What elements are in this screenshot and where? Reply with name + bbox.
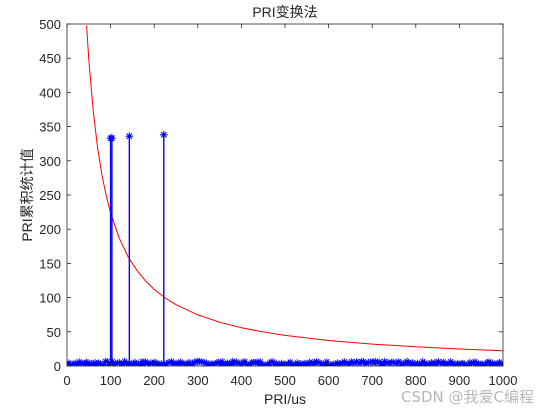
chart-title: PRI变换法: [252, 4, 317, 20]
x-tick-label: 400: [231, 373, 253, 388]
y-tick-label: 200: [39, 222, 61, 237]
x-tick-label: 300: [187, 373, 209, 388]
threshold-curve: [86, 25, 503, 352]
y-tick-label: 50: [47, 325, 61, 340]
x-axis-label: PRI/us: [264, 391, 306, 407]
peak-marker: [159, 131, 168, 139]
y-tick-label: 0: [54, 359, 61, 374]
x-tick-label: 900: [449, 373, 471, 388]
plot-area: [67, 24, 503, 366]
y-tick-label: 350: [39, 120, 61, 135]
y-tick-label: 100: [39, 291, 61, 306]
x-tick-label: 800: [405, 373, 427, 388]
y-tick-label: 250: [39, 188, 61, 203]
x-tick-label: 100: [100, 373, 122, 388]
y-tick-label: 400: [39, 85, 61, 100]
x-tick-label: 700: [361, 373, 383, 388]
x-tick-label: 600: [318, 373, 340, 388]
x-tick-label: 1000: [489, 373, 518, 388]
y-tick-label: 150: [39, 256, 61, 271]
peak-marker: [108, 134, 116, 143]
spectrum-markers: [67, 357, 503, 366]
peak-marker: [125, 132, 134, 140]
y-tick-label: 500: [39, 17, 61, 32]
y-tick-label: 450: [39, 51, 61, 66]
y-tick-label: 300: [39, 154, 61, 169]
x-tick-label: 200: [143, 373, 165, 388]
y-axis: 0 50 100 150 200 250 300 350 400 450 500: [39, 17, 503, 374]
x-tick-label: 500: [274, 373, 296, 388]
y-axis-label: PRI累积统计值: [19, 148, 35, 241]
x-tick-label: 0: [63, 373, 70, 388]
watermark: CSDN @我爱C编程: [400, 388, 534, 406]
x-axis: 0 100 200 300 400 500 600 700 800 900 1000: [63, 24, 517, 388]
